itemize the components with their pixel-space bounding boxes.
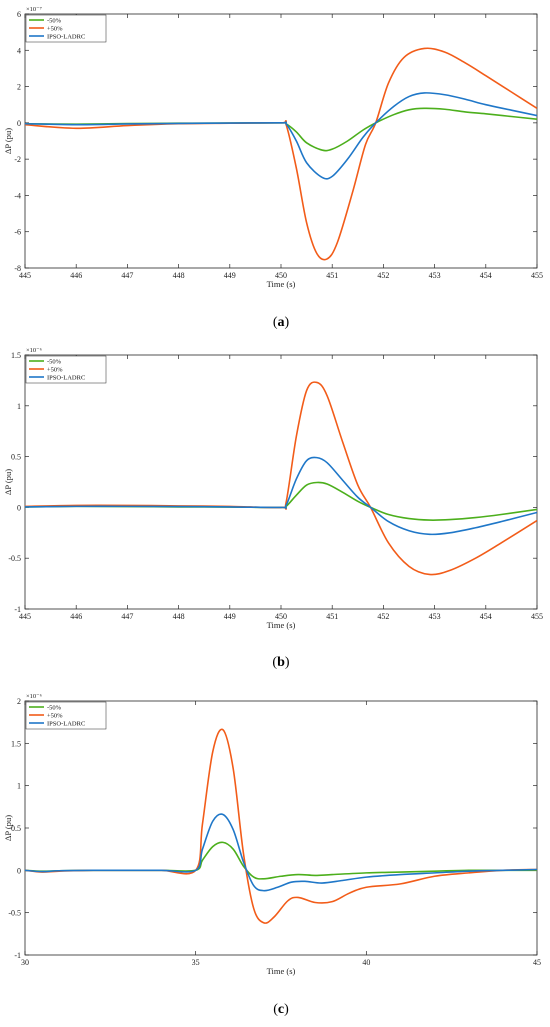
x-tick-label: 445 bbox=[19, 612, 31, 621]
legend-label: +50% bbox=[47, 25, 63, 32]
x-tick-label: 448 bbox=[173, 612, 185, 621]
x-axis-label: Time (s) bbox=[267, 966, 296, 976]
plot-frame bbox=[24, 700, 538, 956]
y-tick-label: -1 bbox=[14, 951, 21, 960]
y-axis-label: ΔP (pu) bbox=[3, 128, 13, 154]
x-tick-label: 450 bbox=[275, 271, 287, 280]
legend-label: IPSO-LADRC bbox=[47, 374, 85, 381]
x-tick-label: 453 bbox=[429, 271, 441, 280]
x-tick-label: 35 bbox=[192, 958, 200, 967]
x-tick-label: 446 bbox=[70, 612, 82, 621]
x-tick-label: 447 bbox=[121, 271, 133, 280]
panel-caption: (a) bbox=[273, 315, 290, 330]
legend-label: +50% bbox=[47, 712, 63, 719]
x-tick-label: 455 bbox=[531, 612, 543, 621]
series-line-ipsominusladrc bbox=[25, 813, 537, 892]
x-tick-label: 454 bbox=[480, 612, 492, 621]
plot-frame bbox=[24, 13, 538, 269]
x-tick-label: 449 bbox=[224, 271, 236, 280]
y-tick-label: 6 bbox=[17, 10, 21, 19]
y-tick-label: -0.5 bbox=[8, 554, 21, 563]
series-line-ipsominusladrc bbox=[25, 92, 537, 180]
y-exponent-label: ×10⁻⁶ bbox=[26, 693, 42, 700]
legend-label: IPSO-LADRC bbox=[47, 33, 85, 40]
x-tick-label: 30 bbox=[21, 958, 29, 967]
y-tick-label: -4 bbox=[14, 191, 21, 200]
panel-caption: (b) bbox=[272, 655, 289, 670]
plot-frame bbox=[24, 354, 538, 610]
y-tick-label: 1.5 bbox=[11, 351, 21, 360]
x-tick-label: 448 bbox=[173, 271, 185, 280]
legend-label: +50% bbox=[47, 366, 63, 373]
y-tick-label: 1 bbox=[17, 402, 21, 411]
x-tick-label: 452 bbox=[377, 612, 389, 621]
y-axis-label: ΔP (pu) bbox=[3, 469, 13, 495]
y-tick-label: 1 bbox=[17, 782, 21, 791]
x-tick-label: 454 bbox=[480, 271, 492, 280]
series-line-ipsominusladrc bbox=[25, 456, 537, 536]
x-tick-label: 455 bbox=[531, 271, 543, 280]
x-tick-label: 451 bbox=[326, 612, 338, 621]
x-tick-label: 453 bbox=[429, 612, 441, 621]
y-tick-label: 2 bbox=[17, 83, 21, 92]
y-tick-label: 0 bbox=[17, 119, 21, 128]
y-exponent-label: ×10⁻⁶ bbox=[26, 347, 42, 354]
chart-panel-a: 445 446 447 448 449 450 451 452 453 454 455 -8 -6 -4 -… bbox=[3, 6, 543, 330]
legend-label: -50% bbox=[47, 17, 62, 24]
y-tick-label: 1.5 bbox=[11, 739, 21, 748]
y-tick-label: 4 bbox=[17, 46, 21, 55]
y-tick-label: -0.5 bbox=[8, 909, 21, 918]
y-exponent-label: ×10⁻⁷ bbox=[26, 6, 42, 13]
x-tick-label: 450 bbox=[275, 612, 287, 621]
legend-label: -50% bbox=[47, 358, 62, 365]
x-axis-label: Time (s) bbox=[267, 620, 296, 630]
legend-label: -50% bbox=[47, 704, 62, 711]
chart-panel-c: 30 35 40 45 -1 -0.5 0 0.5 1 1.5 2 ×10⁻⁶ Time (s) ΔP (… bbox=[3, 693, 541, 1017]
x-tick-label: 445 bbox=[19, 271, 31, 280]
panel-caption: (c) bbox=[273, 1002, 289, 1017]
y-tick-label: 0.5 bbox=[11, 453, 21, 462]
y-tick-label: 2 bbox=[17, 697, 21, 706]
y-tick-label: 0 bbox=[17, 503, 21, 512]
x-tick-label: 447 bbox=[121, 612, 133, 621]
x-tick-label: 45 bbox=[533, 958, 541, 967]
y-tick-label: 0.5 bbox=[11, 824, 21, 833]
x-tick-label: 449 bbox=[224, 612, 236, 621]
legend-label: IPSO-LADRC bbox=[47, 720, 85, 727]
y-tick-label: -2 bbox=[14, 155, 21, 164]
y-axis-label: ΔP (pu) bbox=[3, 815, 13, 841]
x-axis-label: Time (s) bbox=[267, 279, 296, 289]
y-tick-label: -1 bbox=[14, 605, 21, 614]
y-tick-label: 0 bbox=[17, 866, 21, 875]
x-tick-label: 452 bbox=[377, 271, 389, 280]
x-tick-label: 451 bbox=[326, 271, 338, 280]
x-tick-label: 446 bbox=[70, 271, 82, 280]
y-tick-label: -6 bbox=[14, 228, 21, 237]
x-tick-label: 40 bbox=[362, 958, 370, 967]
y-tick-label: -8 bbox=[14, 264, 21, 273]
chart-panel-b: 445 446 447 448 449 450 451 452 453 454 455 -1 -0.5 0… bbox=[3, 347, 543, 670]
